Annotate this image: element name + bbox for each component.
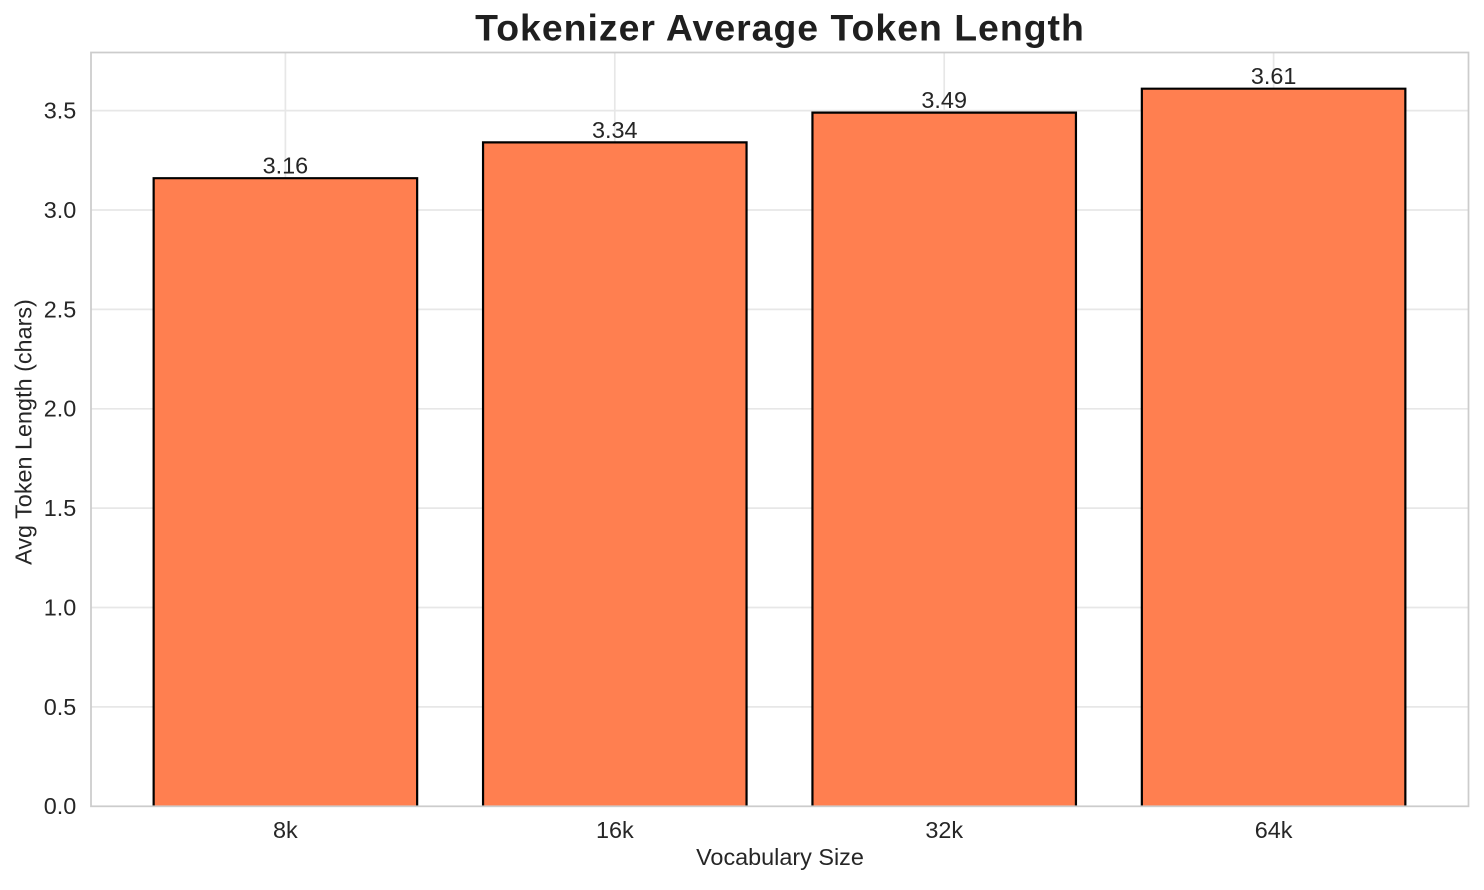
svg-text:64k: 64k (1255, 817, 1293, 843)
svg-text:32k: 32k (925, 817, 963, 843)
svg-text:3.16: 3.16 (263, 153, 309, 179)
svg-text:3.34: 3.34 (592, 117, 638, 143)
svg-text:Vocabulary Size: Vocabulary Size (696, 844, 864, 870)
svg-text:1.5: 1.5 (44, 495, 77, 521)
svg-text:0.5: 0.5 (44, 694, 77, 720)
svg-text:2.0: 2.0 (44, 396, 77, 422)
svg-text:8k: 8k (273, 817, 298, 843)
svg-text:3.5: 3.5 (44, 98, 77, 124)
svg-text:3.0: 3.0 (44, 197, 77, 223)
svg-text:2.5: 2.5 (44, 296, 77, 322)
svg-text:Tokenizer Average Token Length: Tokenizer Average Token Length (475, 7, 1085, 49)
svg-text:1.0: 1.0 (44, 594, 77, 620)
svg-text:3.61: 3.61 (1251, 63, 1297, 89)
svg-text:3.49: 3.49 (921, 87, 967, 113)
svg-text:16k: 16k (596, 817, 634, 843)
svg-text:Avg Token Length (chars): Avg Token Length (chars) (11, 299, 37, 565)
svg-text:0.0: 0.0 (44, 793, 77, 819)
